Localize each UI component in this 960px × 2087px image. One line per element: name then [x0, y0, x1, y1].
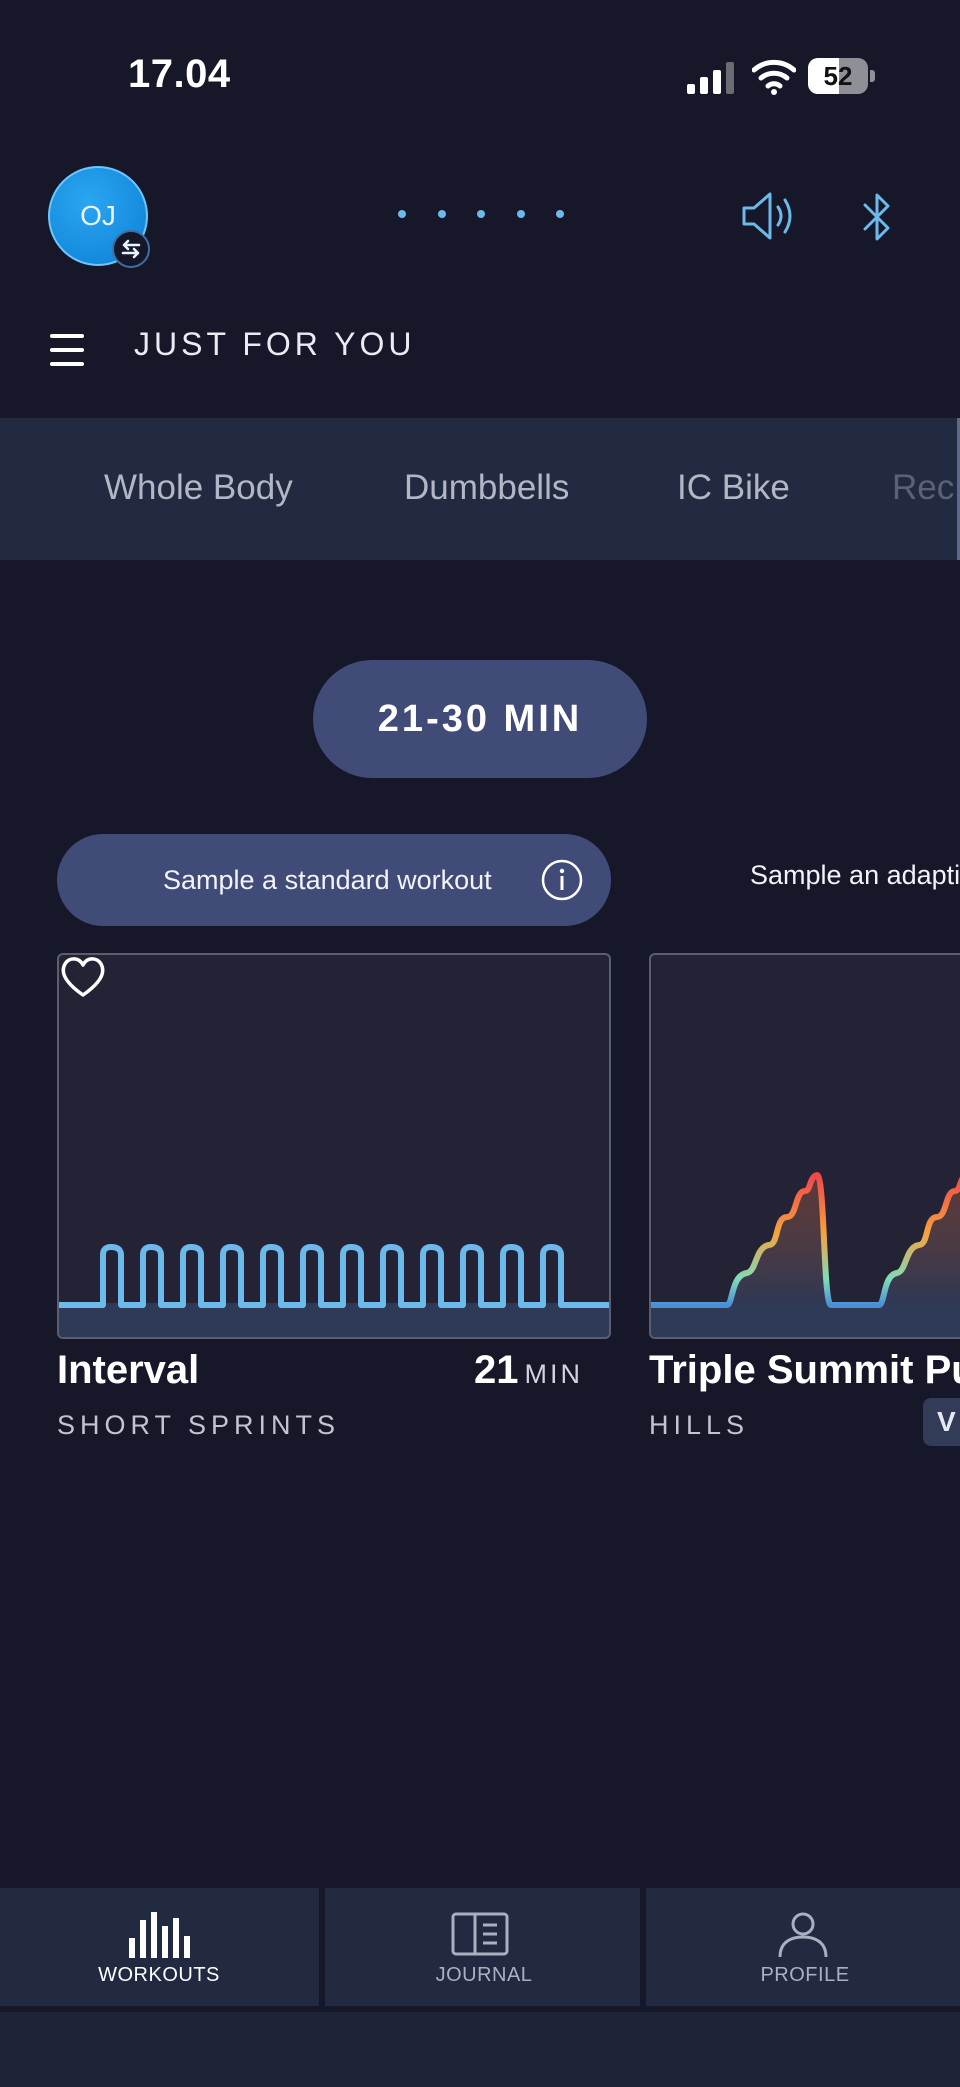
journal-icon [451, 1912, 509, 1956]
nav-workouts[interactable]: WORKOUTS [0, 1888, 318, 2006]
page-indicator [398, 210, 564, 222]
bluetooth-icon[interactable] [862, 190, 892, 244]
menu-icon[interactable] [50, 334, 84, 366]
workout-subtitle: HILLS [649, 1410, 750, 1440]
workout-title: Triple Summit Pu [649, 1348, 960, 1392]
signal-icon [687, 62, 734, 94]
sample-adaptive-button[interactable]: Sample an adapti [750, 860, 960, 890]
workout-duration: 21 MIN [474, 1348, 583, 1393]
status-time: 17.04 [128, 52, 231, 96]
nav-label: PROFILE [760, 1964, 850, 1986]
nav-journal[interactable]: JOURNAL [325, 1888, 643, 2006]
category-tab-bar[interactable]: Whole Body Dumbbells IC Bike Rec [0, 418, 960, 560]
speaker-icon[interactable] [740, 190, 796, 242]
workout-badge: V [923, 1398, 960, 1446]
avatar[interactable]: OJ [48, 166, 150, 268]
battery-level: 52 [823, 61, 853, 91]
hills-profile-graph [651, 1172, 960, 1337]
section-title: JUST FOR YOU [134, 326, 416, 362]
battery-icon: 52 [808, 58, 876, 94]
home-indicator-area [0, 2012, 960, 2087]
nav-label: WORKOUTS [98, 1964, 220, 1986]
workout-title: Interval [57, 1348, 200, 1392]
bottom-navigation: WORKOUTS JOURNAL PROFILE [0, 1888, 960, 2006]
duration-filter-button[interactable]: 21-30 MIN [313, 660, 647, 778]
duration-value: 21 [474, 1348, 519, 1392]
interval-profile-graph [59, 1244, 609, 1337]
tab-dumbbells[interactable]: Dumbbells [404, 468, 570, 507]
page-dot [437, 210, 446, 218]
duration-unit: MIN [524, 1359, 583, 1389]
workouts-icon [129, 1912, 190, 1958]
nav-label: JOURNAL [435, 1964, 533, 1986]
info-icon[interactable] [541, 859, 583, 901]
page-dot [477, 210, 485, 218]
tab-rec[interactable]: Rec [892, 468, 955, 507]
profile-icon [778, 1912, 828, 1958]
swap-icon[interactable] [112, 230, 150, 268]
nav-profile[interactable]: PROFILE [646, 1888, 960, 2006]
tab-bar-edge [957, 418, 960, 560]
workout-subtitle: SHORT SPRINTS [57, 1410, 341, 1440]
wifi-icon [752, 59, 796, 95]
page-dot [516, 210, 525, 218]
workout-card-triple-summit[interactable] [649, 953, 960, 1339]
workout-card-interval[interactable] [57, 953, 611, 1339]
page-dot [398, 210, 406, 218]
heart-icon[interactable] [59, 955, 107, 999]
avatar-initials: OJ [80, 200, 116, 231]
sample-standard-label: Sample a standard workout [163, 865, 492, 895]
tab-whole-body[interactable]: Whole Body [104, 468, 293, 507]
sample-standard-button[interactable]: Sample a standard workout [57, 834, 611, 926]
page-dot [556, 210, 564, 218]
tab-ic-bike[interactable]: IC Bike [677, 468, 790, 507]
